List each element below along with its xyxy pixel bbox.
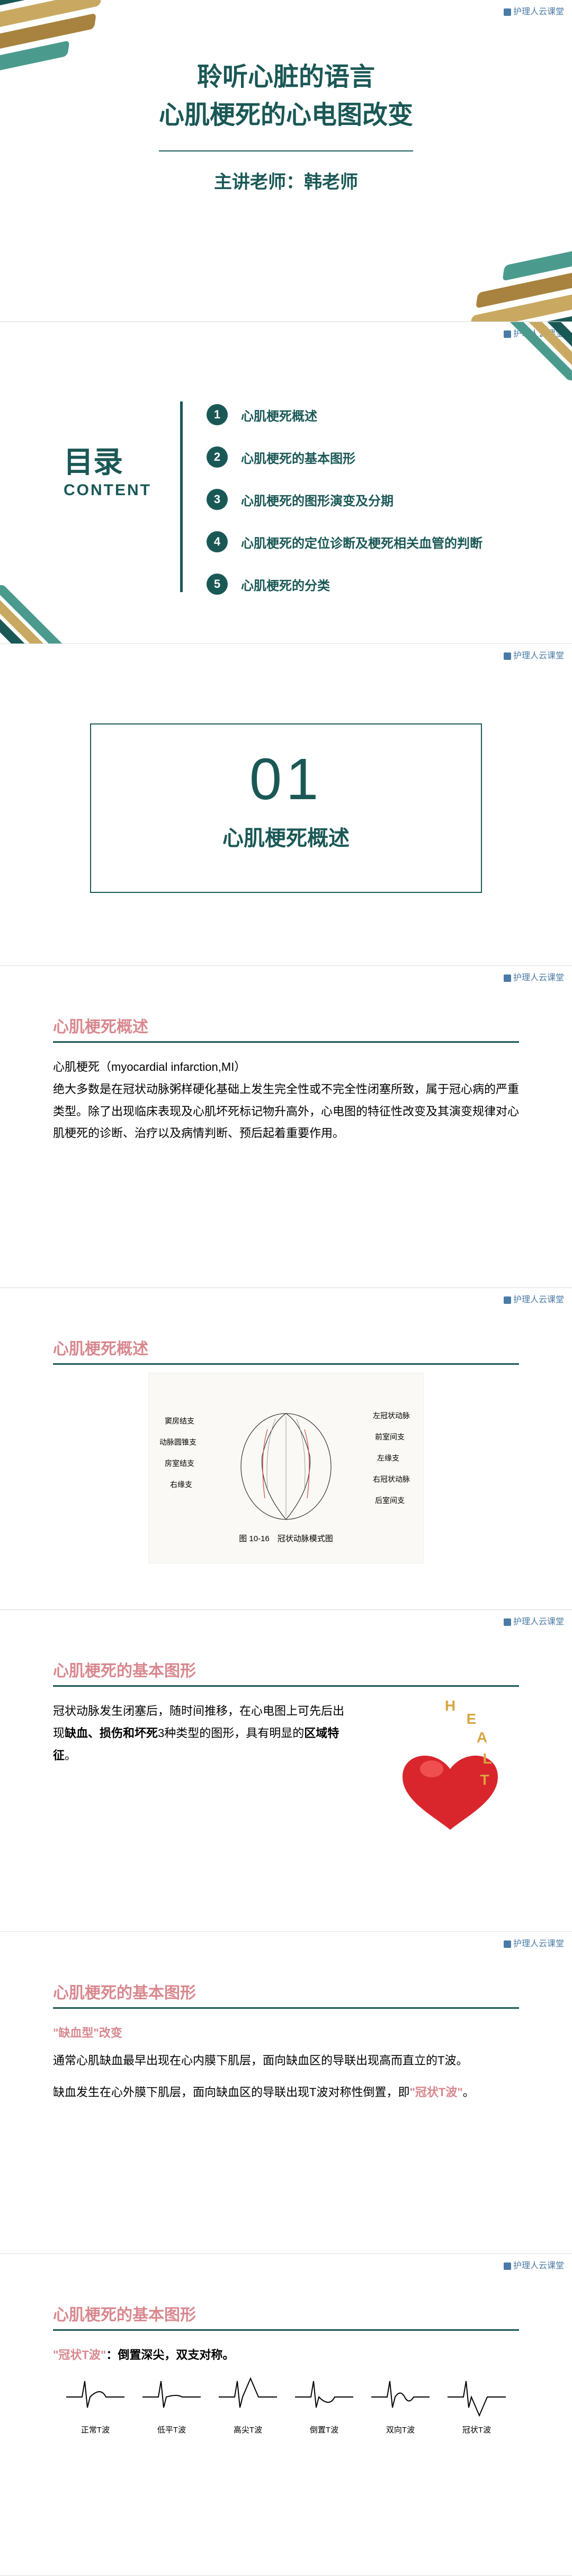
content-text: "冠状T波"：倒置深尖，双支对称。 bbox=[53, 2344, 519, 2366]
ecg-label: 倒置T波 bbox=[292, 2424, 356, 2435]
slide-title: 护理人云课堂 聆听心脏的语言 心肌梗死的心电图改变 主讲老师：韩老师 bbox=[0, 0, 572, 322]
watermark: 护理人云课堂 bbox=[504, 1936, 564, 1949]
content-text: 心肌梗死（myocardial infarction,MI） 绝大多数是在冠状动… bbox=[53, 1056, 519, 1144]
slide-basic-2: 护理人云课堂 心肌梗死的基本图形 "缺血型"改变 通常心肌缺血最早出现在心内膜下… bbox=[0, 1932, 572, 2254]
toc-num: 5 bbox=[207, 574, 228, 595]
toc-num: 1 bbox=[207, 404, 228, 425]
divider bbox=[159, 150, 413, 151]
toc-text: 心肌梗死的定位诊断及梗死相关血管的判断 bbox=[241, 533, 482, 551]
ecg-wave-icon bbox=[216, 2371, 280, 2418]
title-underline bbox=[53, 2329, 519, 2331]
watermark: 护理人云课堂 bbox=[504, 970, 564, 983]
letter: A bbox=[477, 1729, 487, 1746]
watermark: 护理人云课堂 bbox=[504, 2258, 564, 2271]
ecg-label: 双向T波 bbox=[369, 2424, 432, 2435]
diagram-caption: 图 10-16 冠状动脉模式图 bbox=[239, 1533, 333, 1544]
content-box: 心肌梗死的基本图形 "缺血型"改变 通常心肌缺血最早出现在心内膜下肌层，面向缺血… bbox=[53, 1980, 519, 2103]
ecg-label: 正常T波 bbox=[64, 2424, 127, 2435]
ecg-label: 高尖T波 bbox=[216, 2424, 280, 2435]
slide-overview-1: 护理人云课堂 心肌梗死概述 心肌梗死（myocardial infarction… bbox=[0, 966, 572, 1288]
content-title: 心肌梗死概述 bbox=[53, 1014, 519, 1037]
watermark: 护理人云课堂 bbox=[504, 648, 564, 661]
section-number: 01 bbox=[91, 724, 481, 813]
slide-basic-3: 护理人云课堂 心肌梗死的基本图形 "冠状T波"：倒置深尖，双支对称。 正常T波 … bbox=[0, 2254, 572, 2576]
heart-icon bbox=[217, 1392, 355, 1530]
para-2: 缺血发生在心外膜下肌层，面向缺血区的导联出现T波对称性倒置，即"冠状T波"。 bbox=[53, 2081, 519, 2104]
ecg-wave-icon bbox=[140, 2371, 203, 2418]
decor-bl bbox=[0, 537, 106, 644]
toc-num: 4 bbox=[207, 531, 228, 552]
section-frame: 01 心肌梗死概述 bbox=[90, 723, 482, 893]
slide-basic-1: 护理人云课堂 心肌梗死的基本图形 冠状动脉发生闭塞后，随时间推移，在心电图上可先… bbox=[0, 1610, 572, 1932]
title-underline bbox=[53, 1363, 519, 1365]
content-title: 心肌梗死的基本图形 bbox=[53, 2302, 519, 2325]
para-1: 通常心肌缺血最早出现在心内膜下肌层，面向缺血区的导联出现高而直立的T波。 bbox=[53, 2050, 519, 2072]
letter: T bbox=[480, 1772, 489, 1788]
ecg-wave-icon bbox=[445, 2371, 508, 2418]
toc-text: 心肌梗死的基本图形 bbox=[241, 448, 355, 467]
content-box: 心肌梗死概述 bbox=[53, 1336, 519, 1378]
ecg-item: 低平T波 bbox=[140, 2371, 203, 2435]
title-underline bbox=[53, 2007, 519, 2009]
content-title: 心肌梗死概述 bbox=[53, 1336, 519, 1359]
section-title: 心肌梗死概述 bbox=[91, 821, 481, 852]
health-image: H E A L T bbox=[376, 1689, 524, 1838]
toc-item: 4 心肌梗死的定位诊断及梗死相关血管的判断 bbox=[207, 531, 482, 552]
definition: 心肌梗死（myocardial infarction,MI） bbox=[53, 1056, 519, 1078]
ecg-label: 冠状T波 bbox=[445, 2424, 508, 2435]
toc-list: 1 心肌梗死概述 2 心肌梗死的基本图形 3 心肌梗死的图形演变及分期 4 心肌梗死的定… bbox=[207, 404, 482, 616]
ecg-label: 低平T波 bbox=[140, 2424, 203, 2435]
ecg-wave-icon bbox=[64, 2371, 127, 2418]
ecg-item: 倒置T波 bbox=[292, 2371, 356, 2435]
toc-zh: 目录 bbox=[64, 439, 151, 481]
title-underline bbox=[53, 1041, 519, 1043]
toc-item: 3 心肌梗死的图形演变及分期 bbox=[207, 489, 482, 510]
toc-text: 心肌梗死的图形演变及分期 bbox=[241, 490, 394, 509]
content-title: 心肌梗死的基本图形 bbox=[53, 1658, 519, 1681]
ecg-wave-icon bbox=[369, 2371, 432, 2418]
subtitle: "缺血型"改变 bbox=[53, 2022, 519, 2044]
letter: E bbox=[467, 1711, 477, 1727]
toc-item: 1 心肌梗死概述 bbox=[207, 404, 482, 425]
content-box: 心肌梗死的基本图形 "冠状T波"：倒置深尖，双支对称。 bbox=[53, 2302, 519, 2366]
slide-toc: 护理人云课堂 目录 CONTENT 1心肌梗死概述 2心肌梗死的基本图形 3心肌… bbox=[0, 322, 572, 644]
content-text: "缺血型"改变 通常心肌缺血最早出现在心内膜下肌层，面向缺血区的导联出现高而直立… bbox=[53, 2022, 519, 2103]
toc-num: 2 bbox=[207, 446, 228, 468]
toc-num: 3 bbox=[207, 489, 228, 510]
content-title: 心肌梗死的基本图形 bbox=[53, 1980, 519, 2003]
toc-text: 心肌梗死的分类 bbox=[241, 575, 330, 594]
watermark: 护理人云课堂 bbox=[504, 4, 564, 17]
letter: L bbox=[482, 1750, 491, 1767]
title-underline bbox=[53, 1685, 519, 1687]
ecg-item: 正常T波 bbox=[64, 2371, 127, 2435]
ecg-wave-icon bbox=[292, 2371, 356, 2418]
toc-text: 心肌梗死概述 bbox=[241, 406, 317, 424]
watermark: 护理人云课堂 bbox=[504, 1292, 564, 1305]
ecg-item: 双向T波 bbox=[369, 2371, 432, 2435]
ecg-row: 正常T波 低平T波 高尖T波 倒置T波 双向T波 冠状T波 bbox=[64, 2371, 508, 2435]
heart-diagram: 窦房结支 动脉圆锥支 房室结支 右缘支 左冠状动脉 前室间支 左缘支 右冠状动脉… bbox=[148, 1373, 424, 1563]
toc-item: 5 心肌梗死的分类 bbox=[207, 574, 482, 595]
toc-en: CONTENT bbox=[64, 481, 151, 499]
toc-heading: 目录 CONTENT bbox=[64, 439, 151, 499]
toc-item: 2 心肌梗死的基本图形 bbox=[207, 446, 482, 468]
content-box: 心肌梗死概述 心肌梗死（myocardial infarction,MI） 绝大… bbox=[53, 1014, 519, 1144]
body-text: 绝大多数是在冠状动脉粥样硬化基础上发生完全性或不完全性闭塞所致，属于冠心病的严重… bbox=[53, 1078, 519, 1144]
letter: H bbox=[445, 1697, 455, 1714]
toc-vertical-line bbox=[180, 401, 183, 592]
ecg-item: 高尖T波 bbox=[216, 2371, 280, 2435]
slide-section: 护理人云课堂 01 心肌梗死概述 bbox=[0, 644, 572, 966]
slide-overview-2: 护理人云课堂 心肌梗死概述 窦房结支 动脉圆锥支 房室结支 右缘支 左冠状动脉 … bbox=[0, 1288, 572, 1610]
content-text: 冠状动脉发生闭塞后，随时间推移，在心电图上可先后出现缺血、损伤和坏死3种类型的图… bbox=[53, 1700, 350, 1766]
watermark: 护理人云课堂 bbox=[504, 1614, 564, 1627]
ecg-item: 冠状T波 bbox=[445, 2371, 508, 2435]
